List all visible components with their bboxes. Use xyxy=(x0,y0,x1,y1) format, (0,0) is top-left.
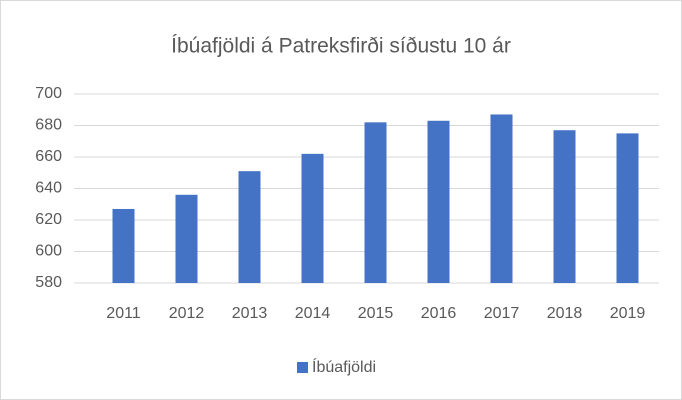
bar xyxy=(427,120,450,284)
x-tick-label: 2017 xyxy=(484,305,520,322)
x-tick-label: 2012 xyxy=(169,305,205,322)
y-tick-label: 700 xyxy=(35,85,62,102)
x-tick-label: 2019 xyxy=(610,305,646,322)
y-tick-label: 580 xyxy=(35,274,62,291)
x-tick-label: 2013 xyxy=(232,305,268,322)
bar xyxy=(490,114,513,283)
x-tick-label: 2016 xyxy=(421,305,457,322)
x-tick-label: 2011 xyxy=(106,305,141,322)
chart-title: Íbúafjöldi á Patreksfirði síðustu 10 ár xyxy=(171,35,511,58)
y-tick-label: 680 xyxy=(35,117,62,134)
legend-label: Íbúafjöldi xyxy=(312,357,376,376)
x-tick-label: 2015 xyxy=(358,305,394,322)
legend-swatch xyxy=(297,362,308,373)
bar xyxy=(364,122,387,283)
y-tick-label: 660 xyxy=(35,148,62,165)
y-tick-label: 640 xyxy=(35,180,62,197)
x-tick-label: 2018 xyxy=(547,305,583,322)
bar xyxy=(238,171,261,283)
y-tick-label: 620 xyxy=(35,211,62,228)
bar xyxy=(112,208,135,283)
bar xyxy=(553,130,576,283)
y-tick-label: 600 xyxy=(35,243,62,260)
bar xyxy=(616,133,639,283)
bar xyxy=(175,194,198,283)
bar xyxy=(301,153,324,283)
x-tick-label: 2014 xyxy=(295,305,331,322)
